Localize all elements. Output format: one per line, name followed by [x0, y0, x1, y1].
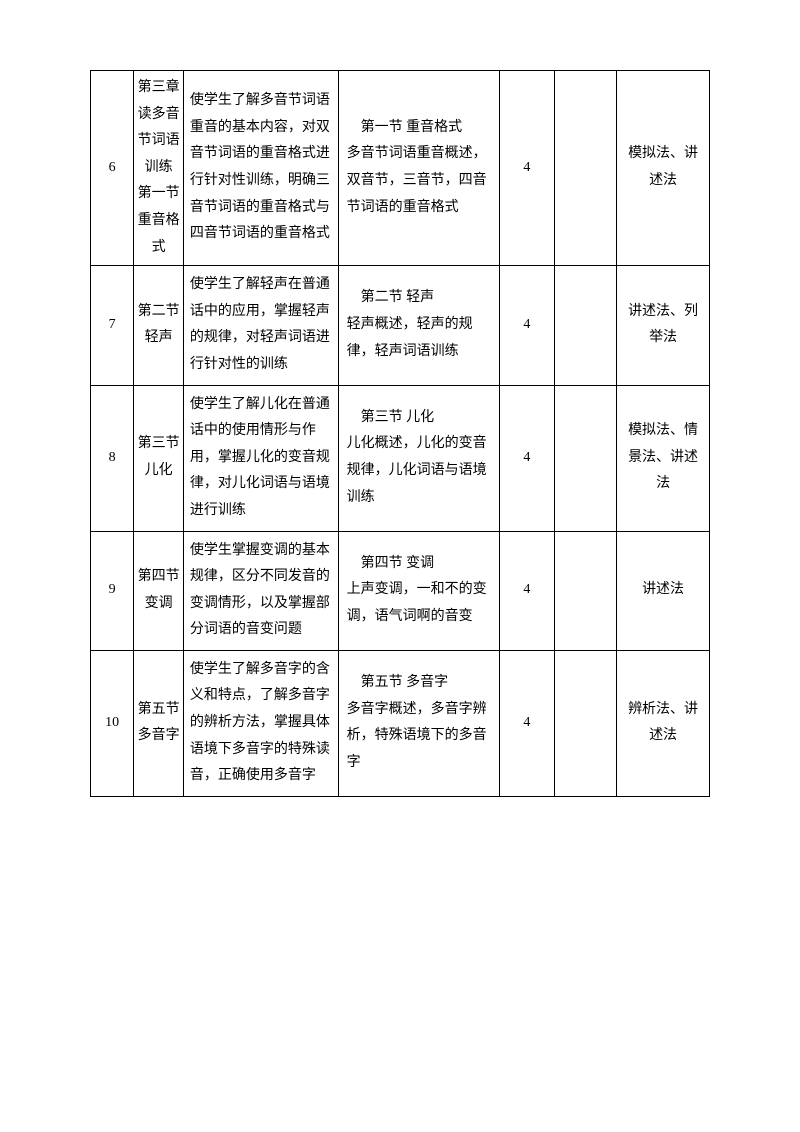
teaching-goal: 使学生了解多音节词语重音的基本内容，对双音节词语的重音格式进行针对性训练，明确三… [183, 71, 338, 266]
content-body: 儿化概述，儿化的变音规律，儿化词语与语境训练 [347, 436, 487, 504]
row-number: 6 [91, 71, 134, 266]
content-heading: 第二节 轻声 [347, 285, 497, 312]
teaching-content: 第一节 重音格式多音节词语重音概述，双音节，三音节，四音节词语的重音格式 [338, 71, 499, 266]
teaching-content: 第三节 儿化儿化概述，儿化的变音规律，儿化词语与语境训练 [338, 385, 499, 531]
teaching-content: 第五节 多音字多音字概述，多音字辨析，特殊语境下的多音字 [338, 650, 499, 796]
table-row: 7第二节 轻声使学生了解轻声在普通话中的应用，掌握轻声的规律，对轻声词语进行针对… [91, 266, 710, 385]
class-hours: 4 [499, 266, 555, 385]
section-title: 第四节 变调 [134, 531, 184, 650]
teaching-goal: 使学生了解儿化在普通话中的使用情形与作用，掌握儿化的变音规律，对儿化词语与语境进… [183, 385, 338, 531]
teaching-goal: 使学生掌握变调的基本规律，区分不同发音的变调情形，以及掌握部分词语的音变问题 [183, 531, 338, 650]
content-heading: 第四节 变调 [347, 551, 497, 578]
row-number: 10 [91, 650, 134, 796]
class-hours: 4 [499, 385, 555, 531]
content-heading: 第五节 多音字 [347, 670, 497, 697]
teaching-goal: 使学生了解多音字的含义和特点，了解多音字的辨析方法，掌握具体语境下多音字的特殊读… [183, 650, 338, 796]
table-row: 9第四节 变调使学生掌握变调的基本规律，区分不同发音的变调情形，以及掌握部分词语… [91, 531, 710, 650]
class-hours: 4 [499, 71, 555, 266]
teaching-method: 模拟法、讲述法 [617, 71, 710, 266]
table-row: 8第三节 儿化使学生了解儿化在普通话中的使用情形与作用，掌握儿化的变音规律，对儿… [91, 385, 710, 531]
blank-cell [555, 650, 617, 796]
class-hours: 4 [499, 650, 555, 796]
section-title: 第三章 读多音节词语训练 第一节 重音格式 [134, 71, 184, 266]
row-number: 8 [91, 385, 134, 531]
content-heading: 第三节 儿化 [347, 405, 497, 432]
section-title: 第五节 多音字 [134, 650, 184, 796]
table-row: 10第五节 多音字使学生了解多音字的含义和特点，了解多音字的辨析方法，掌握具体语… [91, 650, 710, 796]
content-body: 轻声概述，轻声的规律，轻声词语训练 [347, 317, 473, 359]
teaching-method: 讲述法 [617, 531, 710, 650]
content-heading: 第一节 重音格式 [347, 115, 497, 142]
syllabus-table: 6第三章 读多音节词语训练 第一节 重音格式使学生了解多音节词语重音的基本内容，… [90, 70, 710, 797]
blank-cell [555, 531, 617, 650]
teaching-method: 辨析法、讲述法 [617, 650, 710, 796]
teaching-method: 讲述法、列举法 [617, 266, 710, 385]
teaching-method: 模拟法、情景法、讲述法 [617, 385, 710, 531]
blank-cell [555, 71, 617, 266]
section-title: 第三节 儿化 [134, 385, 184, 531]
blank-cell [555, 385, 617, 531]
teaching-content: 第四节 变调上声变调，一和不的变调，语气词啊的音变 [338, 531, 499, 650]
class-hours: 4 [499, 531, 555, 650]
teaching-content: 第二节 轻声轻声概述，轻声的规律，轻声词语训练 [338, 266, 499, 385]
blank-cell [555, 266, 617, 385]
table-row: 6第三章 读多音节词语训练 第一节 重音格式使学生了解多音节词语重音的基本内容，… [91, 71, 710, 266]
content-body: 多音字概述，多音字辨析，特殊语境下的多音字 [347, 702, 487, 770]
content-body: 上声变调，一和不的变调，语气词啊的音变 [347, 582, 487, 624]
row-number: 7 [91, 266, 134, 385]
row-number: 9 [91, 531, 134, 650]
teaching-goal: 使学生了解轻声在普通话中的应用，掌握轻声的规律，对轻声词语进行针对性的训练 [183, 266, 338, 385]
section-title: 第二节 轻声 [134, 266, 184, 385]
content-body: 多音节词语重音概述，双音节，三音节，四音节词语的重音格式 [347, 146, 487, 214]
